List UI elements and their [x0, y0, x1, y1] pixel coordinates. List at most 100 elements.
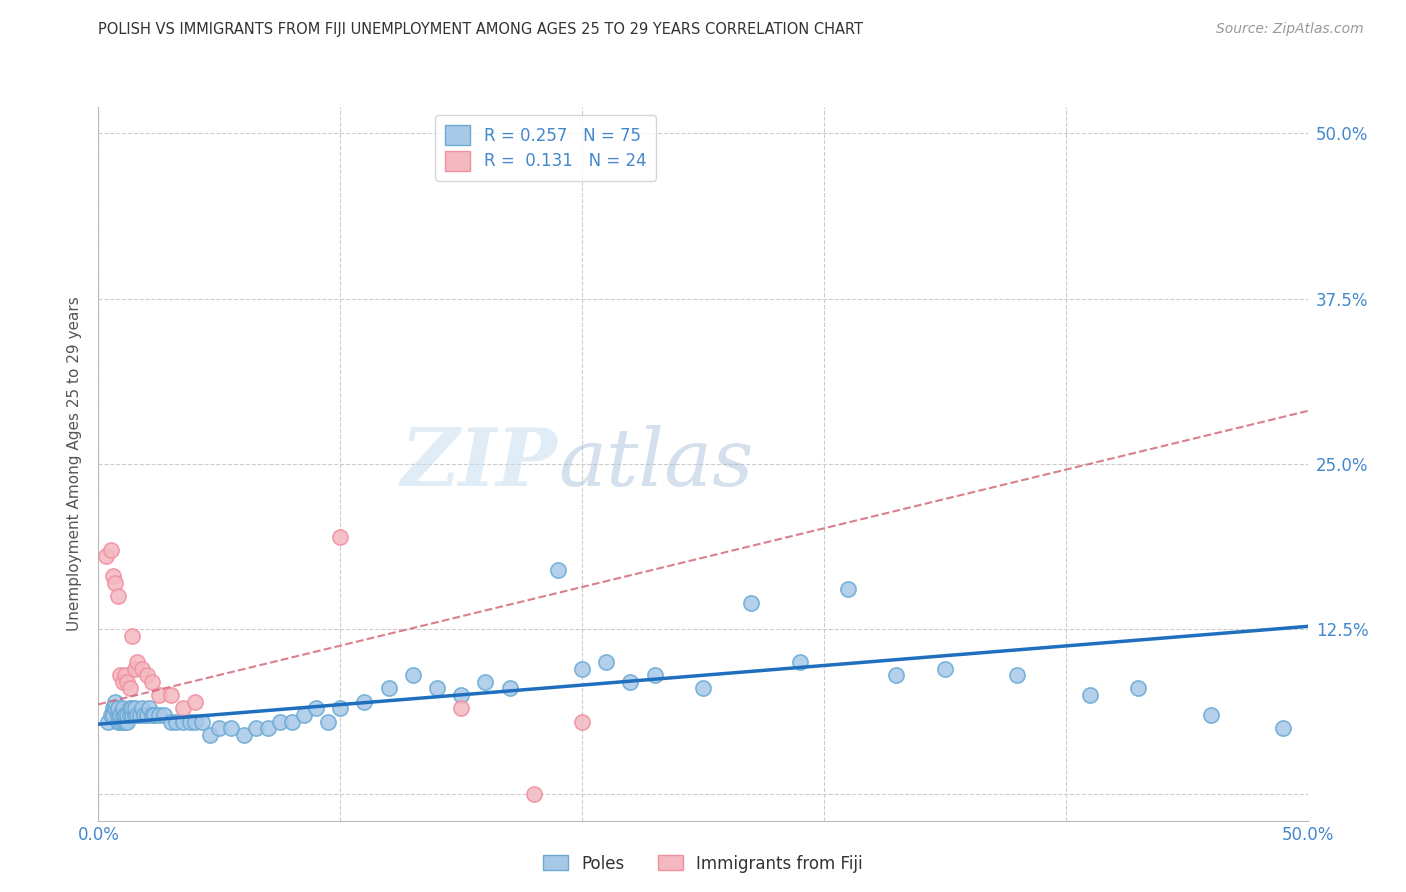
- Point: [148, 707, 170, 722]
- Point: [934, 662, 956, 676]
- Point: [108, 714, 131, 729]
- Text: ZIP: ZIP: [401, 425, 558, 502]
- Point: [117, 714, 139, 729]
- Point: [1007, 668, 1029, 682]
- Point: [127, 655, 149, 669]
- Y-axis label: Unemployment Among Ages 25 to 29 years: Unemployment Among Ages 25 to 29 years: [67, 296, 83, 632]
- Point: [111, 707, 134, 722]
- Point: [450, 688, 472, 702]
- Point: [143, 707, 166, 722]
- Point: [256, 721, 278, 735]
- Point: [148, 688, 170, 702]
- Point: [117, 707, 139, 722]
- Point: [104, 701, 127, 715]
- Point: [107, 707, 129, 722]
- Point: [135, 707, 157, 722]
- Point: [837, 582, 859, 597]
- Point: [124, 707, 146, 722]
- Point: [595, 655, 617, 669]
- Point: [886, 668, 908, 682]
- Point: [107, 701, 129, 715]
- Point: [305, 701, 328, 715]
- Point: [107, 589, 129, 603]
- Text: atlas: atlas: [558, 425, 754, 502]
- Point: [111, 674, 134, 689]
- Point: [108, 707, 131, 722]
- Point: [152, 707, 174, 722]
- Point: [523, 787, 546, 801]
- Point: [97, 714, 120, 729]
- Point: [118, 701, 141, 715]
- Point: [329, 529, 352, 543]
- Point: [281, 714, 304, 729]
- Point: [292, 707, 315, 722]
- Point: [474, 674, 496, 689]
- Point: [114, 668, 136, 682]
- Point: [124, 701, 146, 715]
- Legend: R = 0.257   N = 75, R =  0.131   N = 24: R = 0.257 N = 75, R = 0.131 N = 24: [436, 115, 657, 180]
- Point: [269, 714, 291, 729]
- Point: [131, 701, 153, 715]
- Point: [111, 714, 134, 729]
- Point: [184, 695, 207, 709]
- Point: [101, 569, 124, 583]
- Legend: Poles, Immigrants from Fiji: Poles, Immigrants from Fiji: [537, 848, 869, 880]
- Point: [135, 668, 157, 682]
- Point: [1199, 707, 1222, 722]
- Point: [124, 662, 146, 676]
- Point: [402, 668, 425, 682]
- Point: [619, 674, 641, 689]
- Point: [104, 575, 127, 590]
- Point: [160, 688, 183, 702]
- Point: [94, 549, 117, 564]
- Point: [191, 714, 214, 729]
- Point: [547, 563, 569, 577]
- Point: [245, 721, 267, 735]
- Point: [450, 701, 472, 715]
- Point: [329, 701, 352, 715]
- Point: [1078, 688, 1101, 702]
- Point: [316, 714, 339, 729]
- Point: [160, 714, 183, 729]
- Point: [101, 707, 124, 722]
- Point: [118, 681, 141, 696]
- Point: [644, 668, 666, 682]
- Point: [121, 707, 143, 722]
- Point: [100, 542, 122, 557]
- Point: [121, 629, 143, 643]
- Point: [232, 728, 254, 742]
- Point: [108, 668, 131, 682]
- Point: [498, 681, 520, 696]
- Point: [131, 662, 153, 676]
- Point: [198, 728, 221, 742]
- Point: [571, 662, 593, 676]
- Point: [165, 714, 187, 729]
- Point: [208, 721, 231, 735]
- Point: [114, 714, 136, 729]
- Point: [114, 707, 136, 722]
- Point: [100, 707, 122, 722]
- Point: [789, 655, 811, 669]
- Point: [127, 707, 149, 722]
- Point: [141, 674, 163, 689]
- Point: [172, 714, 194, 729]
- Point: [141, 707, 163, 722]
- Point: [377, 681, 399, 696]
- Point: [740, 596, 762, 610]
- Text: Source: ZipAtlas.com: Source: ZipAtlas.com: [1216, 22, 1364, 37]
- Point: [1128, 681, 1150, 696]
- Point: [179, 714, 201, 729]
- Point: [172, 701, 194, 715]
- Point: [426, 681, 449, 696]
- Point: [221, 721, 243, 735]
- Point: [121, 701, 143, 715]
- Point: [104, 695, 127, 709]
- Point: [128, 707, 150, 722]
- Point: [138, 701, 160, 715]
- Point: [571, 714, 593, 729]
- Point: [134, 707, 156, 722]
- Point: [107, 714, 129, 729]
- Point: [111, 701, 134, 715]
- Text: POLISH VS IMMIGRANTS FROM FIJI UNEMPLOYMENT AMONG AGES 25 TO 29 YEARS CORRELATIO: POLISH VS IMMIGRANTS FROM FIJI UNEMPLOYM…: [98, 22, 863, 37]
- Point: [353, 695, 375, 709]
